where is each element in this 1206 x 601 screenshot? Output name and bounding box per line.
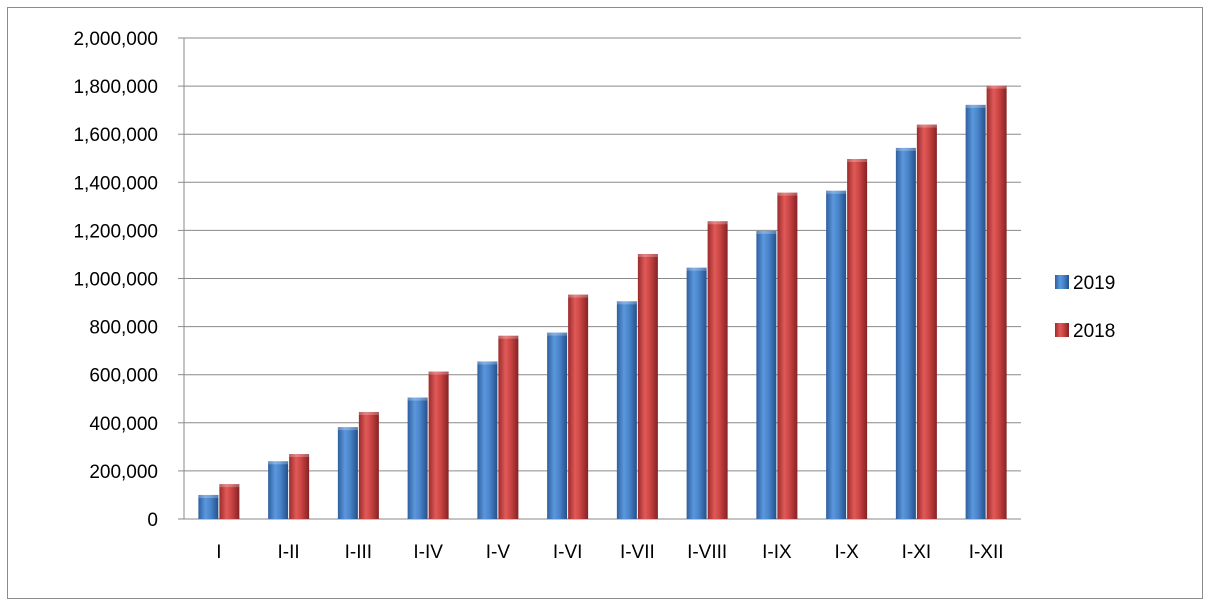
bar-highlight xyxy=(268,461,289,465)
bar-2018-I-IX xyxy=(777,192,798,520)
x-tick-label: I-II xyxy=(278,542,300,563)
bar-2018-I-VIII xyxy=(707,221,728,520)
legend-label-2018: 2018 xyxy=(1073,321,1115,342)
legend-swatch-2018 xyxy=(1055,323,1069,337)
tick-labels: 0 200,000 400,000 600,000 800,000 1,000,000 1,… xyxy=(73,29,1003,563)
bar-2018-I-XI xyxy=(916,124,937,519)
bar-2019-I-VI xyxy=(547,332,568,519)
bar-highlight xyxy=(568,294,589,298)
y-tick-label: 1,600,000 xyxy=(73,125,158,146)
y-tick-label: 0 xyxy=(147,510,158,531)
x-tick-label: I-V xyxy=(486,542,511,563)
bar-highlight xyxy=(337,427,358,431)
bar-2019-I-V xyxy=(477,361,498,519)
bar-highlight xyxy=(916,124,937,128)
y-tick-label: 400,000 xyxy=(89,414,158,435)
bar-highlight xyxy=(198,494,219,498)
bar-highlight xyxy=(826,190,847,194)
x-tick-label: I-III xyxy=(345,542,372,563)
bar-highlight xyxy=(616,301,637,305)
y-tick-label: 1,400,000 xyxy=(73,173,158,194)
x-tick-label: I-IV xyxy=(413,542,443,563)
bar-highlight xyxy=(358,411,379,415)
bar-2019-I-IX xyxy=(756,230,777,520)
bar-highlight xyxy=(289,454,310,458)
bar-highlight xyxy=(707,221,728,225)
bar-2018-I-X xyxy=(847,158,868,519)
y-tick-label: 800,000 xyxy=(89,318,158,339)
bar-highlight xyxy=(847,158,868,162)
bars xyxy=(198,85,1007,520)
bar-2018-I-III xyxy=(358,411,379,519)
bar-highlight xyxy=(547,332,568,336)
y-tick-label: 1,000,000 xyxy=(73,270,158,291)
legend-label-2019: 2019 xyxy=(1073,273,1115,294)
legend-swatch-2019 xyxy=(1055,275,1069,289)
bar-2019-I-X xyxy=(826,190,847,519)
bar-2019-I-VIII xyxy=(686,267,707,519)
y-tick-label: 200,000 xyxy=(89,462,158,483)
x-tick-label: I-XI xyxy=(902,542,932,563)
x-tick-label: I xyxy=(216,542,221,563)
bar-2018-I-V xyxy=(498,335,519,519)
bar-highlight xyxy=(895,147,916,151)
bar-2019-I-VII xyxy=(616,301,637,519)
x-tick-label: I-X xyxy=(834,542,859,563)
bar-highlight xyxy=(637,253,658,257)
bar-highlight xyxy=(756,230,777,234)
bar-2019-I-III xyxy=(337,427,358,519)
x-tick-label: I-IX xyxy=(762,542,792,563)
bar-2018-I-VI xyxy=(568,294,589,519)
bar-2019-I xyxy=(198,494,219,519)
y-tick-label: 600,000 xyxy=(89,366,158,387)
bar-highlight xyxy=(965,104,986,108)
axes xyxy=(178,37,1021,520)
bar-2019-I-XI xyxy=(895,147,916,519)
bar-highlight xyxy=(219,484,240,488)
x-tick-label: I-VIII xyxy=(687,542,727,563)
x-tick-label: I-XII xyxy=(969,542,1004,563)
gridlines xyxy=(184,37,1021,520)
bar-2018-I-VII xyxy=(637,253,658,519)
bar-highlight xyxy=(686,267,707,271)
bar-2018-I xyxy=(219,484,240,519)
bar-highlight xyxy=(407,397,428,401)
bar-highlight xyxy=(777,192,798,196)
x-tick-label: I-VII xyxy=(620,542,655,563)
y-tick-label: 1,200,000 xyxy=(73,221,158,242)
bar-2018-I-II xyxy=(289,454,310,519)
bar-2018-I-XII xyxy=(986,85,1007,519)
bar-highlight xyxy=(428,371,449,375)
bar-2018-I-IV xyxy=(428,371,449,519)
bar-2019-I-XII xyxy=(965,104,986,519)
legend: 2019 2018 xyxy=(1055,273,1115,342)
bar-2019-I-IV xyxy=(407,397,428,519)
y-tick-label: 2,000,000 xyxy=(73,29,158,50)
bar-highlight xyxy=(498,335,519,339)
x-tick-label: I-VI xyxy=(553,542,583,563)
y-tick-label: 1,800,000 xyxy=(73,77,158,98)
bar-highlight xyxy=(986,85,1007,89)
bar-2019-I-II xyxy=(268,461,289,519)
bar-highlight xyxy=(477,361,498,365)
